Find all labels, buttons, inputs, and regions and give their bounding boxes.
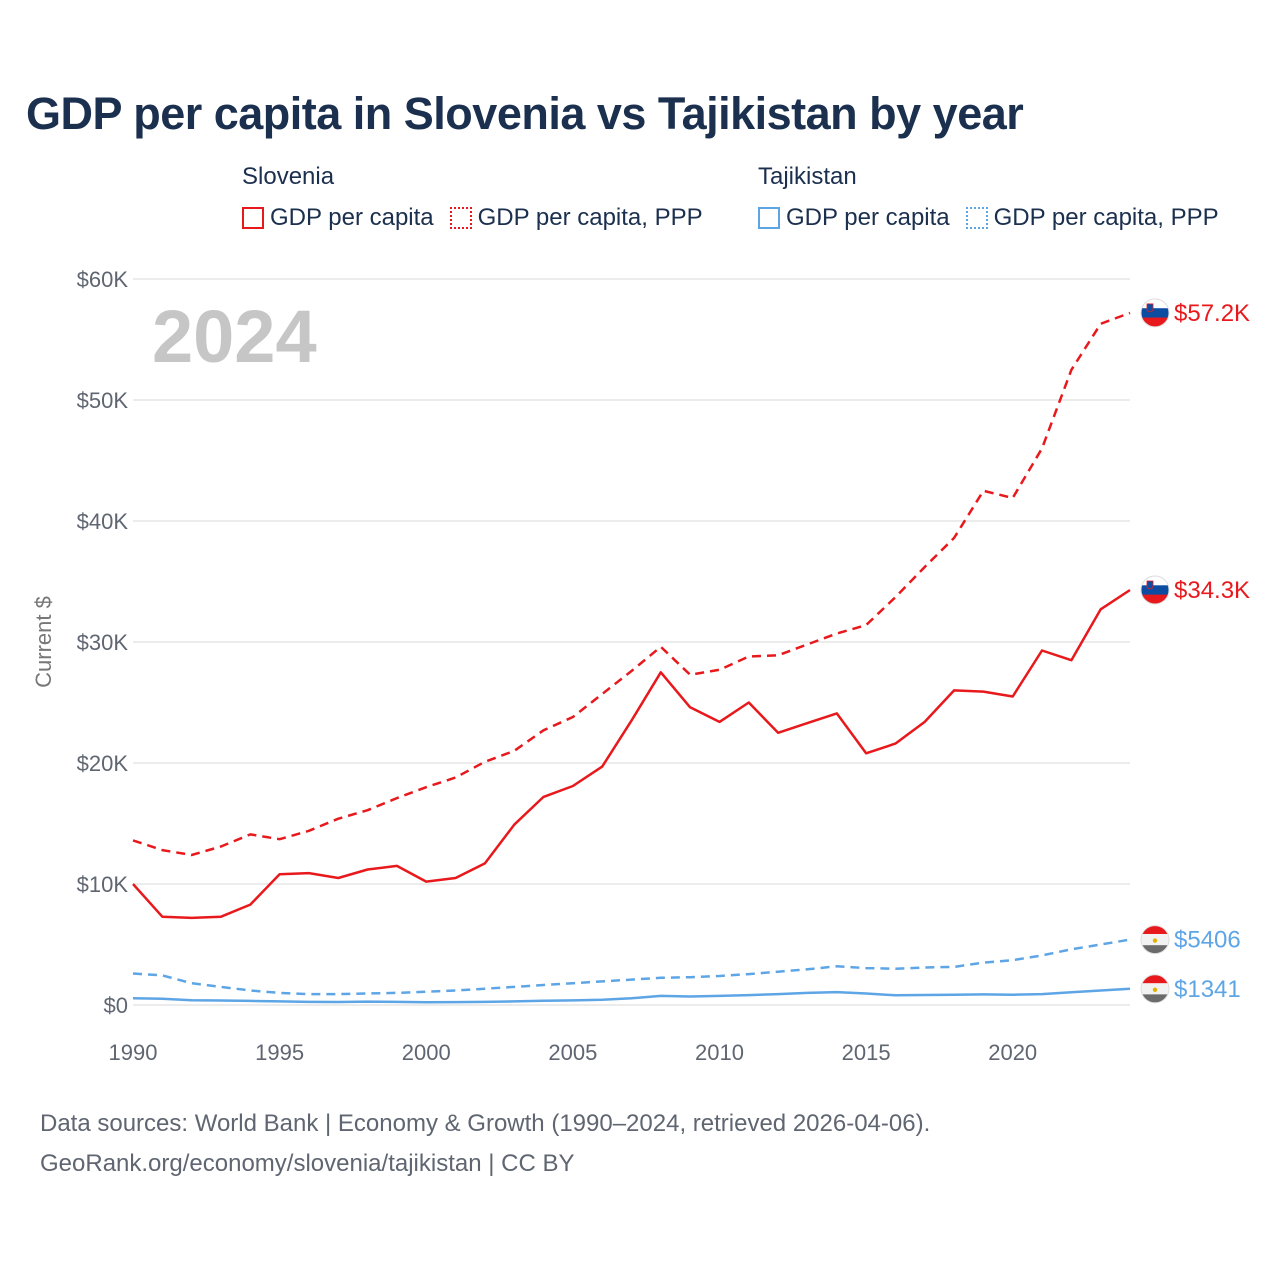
x-tick-label: 2010 [695, 1040, 744, 1065]
series-line[interactable] [132, 588, 1131, 920]
x-tick-label: 2015 [842, 1040, 891, 1065]
y-tick-label: $30K [77, 630, 129, 655]
y-axis-label: Current $ [31, 596, 56, 688]
x-tick-label: 1995 [255, 1040, 304, 1065]
legend-item-tajikistan-gdp-ppp[interactable]: GDP per capita, PPP [965, 204, 1219, 232]
x-tick-label: 2000 [402, 1040, 451, 1065]
legend-group-title: Tajikistan [758, 163, 857, 190]
year-watermark: 2024 [152, 295, 317, 378]
gridlines [133, 278, 1130, 1006]
slovenia-flag-icon [1140, 298, 1170, 328]
legend-label: GDP per capita, PPP [477, 204, 703, 231]
legend-group-tajikistan: Tajikistan GDP per capita GDP per capita… [758, 160, 1235, 232]
legend-group-slovenia: Slovenia GDP per capita GDP per capita, … [242, 160, 719, 232]
footer: Data sources: World Bank | Economy & Gro… [40, 1104, 930, 1184]
chart-title: GDP per capita in Slovenia vs Tajikistan… [26, 88, 1024, 139]
series-lines [132, 311, 1131, 1004]
end-value-label: $57.2K [1174, 300, 1250, 327]
legend-group-title: Slovenia [242, 163, 335, 190]
legend-swatch-dotted [965, 207, 988, 229]
y-tick-label: $0 [104, 993, 128, 1018]
x-tick-label: 2020 [988, 1040, 1037, 1065]
legend-item-tajikistan-gdp[interactable]: GDP per capita [758, 204, 950, 232]
series-line[interactable] [132, 938, 1131, 996]
tajikistan-flag-icon [1140, 925, 1170, 955]
legend-item-slovenia-gdp-ppp[interactable]: GDP per capita, PPP [449, 204, 703, 232]
series-line[interactable] [132, 987, 1131, 1004]
y-axis-ticks: $0 $10K $20K $30K $40K $50K $60K [77, 267, 129, 1018]
legend-swatch-solid [242, 207, 264, 229]
x-tick-label: 1990 [109, 1040, 158, 1065]
legend-label: GDP per capita [270, 204, 434, 231]
legend-label: GDP per capita [786, 204, 950, 231]
series-endpoints: $57.2K $34.3K $5406 $1341 [1140, 298, 1250, 1004]
end-value-label: $1341 [1174, 976, 1241, 1003]
end-value-label: $34.3K [1174, 577, 1250, 604]
tajikistan-flag-icon [1140, 974, 1170, 1004]
x-tick-label: 2005 [548, 1040, 597, 1065]
y-tick-label: $40K [77, 509, 129, 534]
y-tick-label: $10K [77, 872, 129, 897]
y-tick-label: $60K [77, 267, 129, 292]
legend-swatch-dotted [449, 207, 472, 229]
y-tick-label: $20K [77, 751, 129, 776]
end-value-label: $5406 [1174, 927, 1241, 954]
series-line[interactable] [132, 311, 1131, 857]
footer-sources: Data sources: World Bank | Economy & Gro… [40, 1110, 931, 1137]
x-axis-ticks: 1990 1995 2000 2005 2010 2015 2020 [109, 1040, 1038, 1065]
footer-attribution[interactable]: GeoRank.org/economy/slovenia/tajikistan … [40, 1150, 575, 1177]
y-tick-label: $50K [77, 388, 129, 413]
legend-item-slovenia-gdp[interactable]: GDP per capita [242, 204, 434, 232]
legend-label: GDP per capita, PPP [993, 204, 1219, 231]
slovenia-flag-icon [1140, 575, 1170, 605]
legend-swatch-solid [758, 207, 780, 229]
